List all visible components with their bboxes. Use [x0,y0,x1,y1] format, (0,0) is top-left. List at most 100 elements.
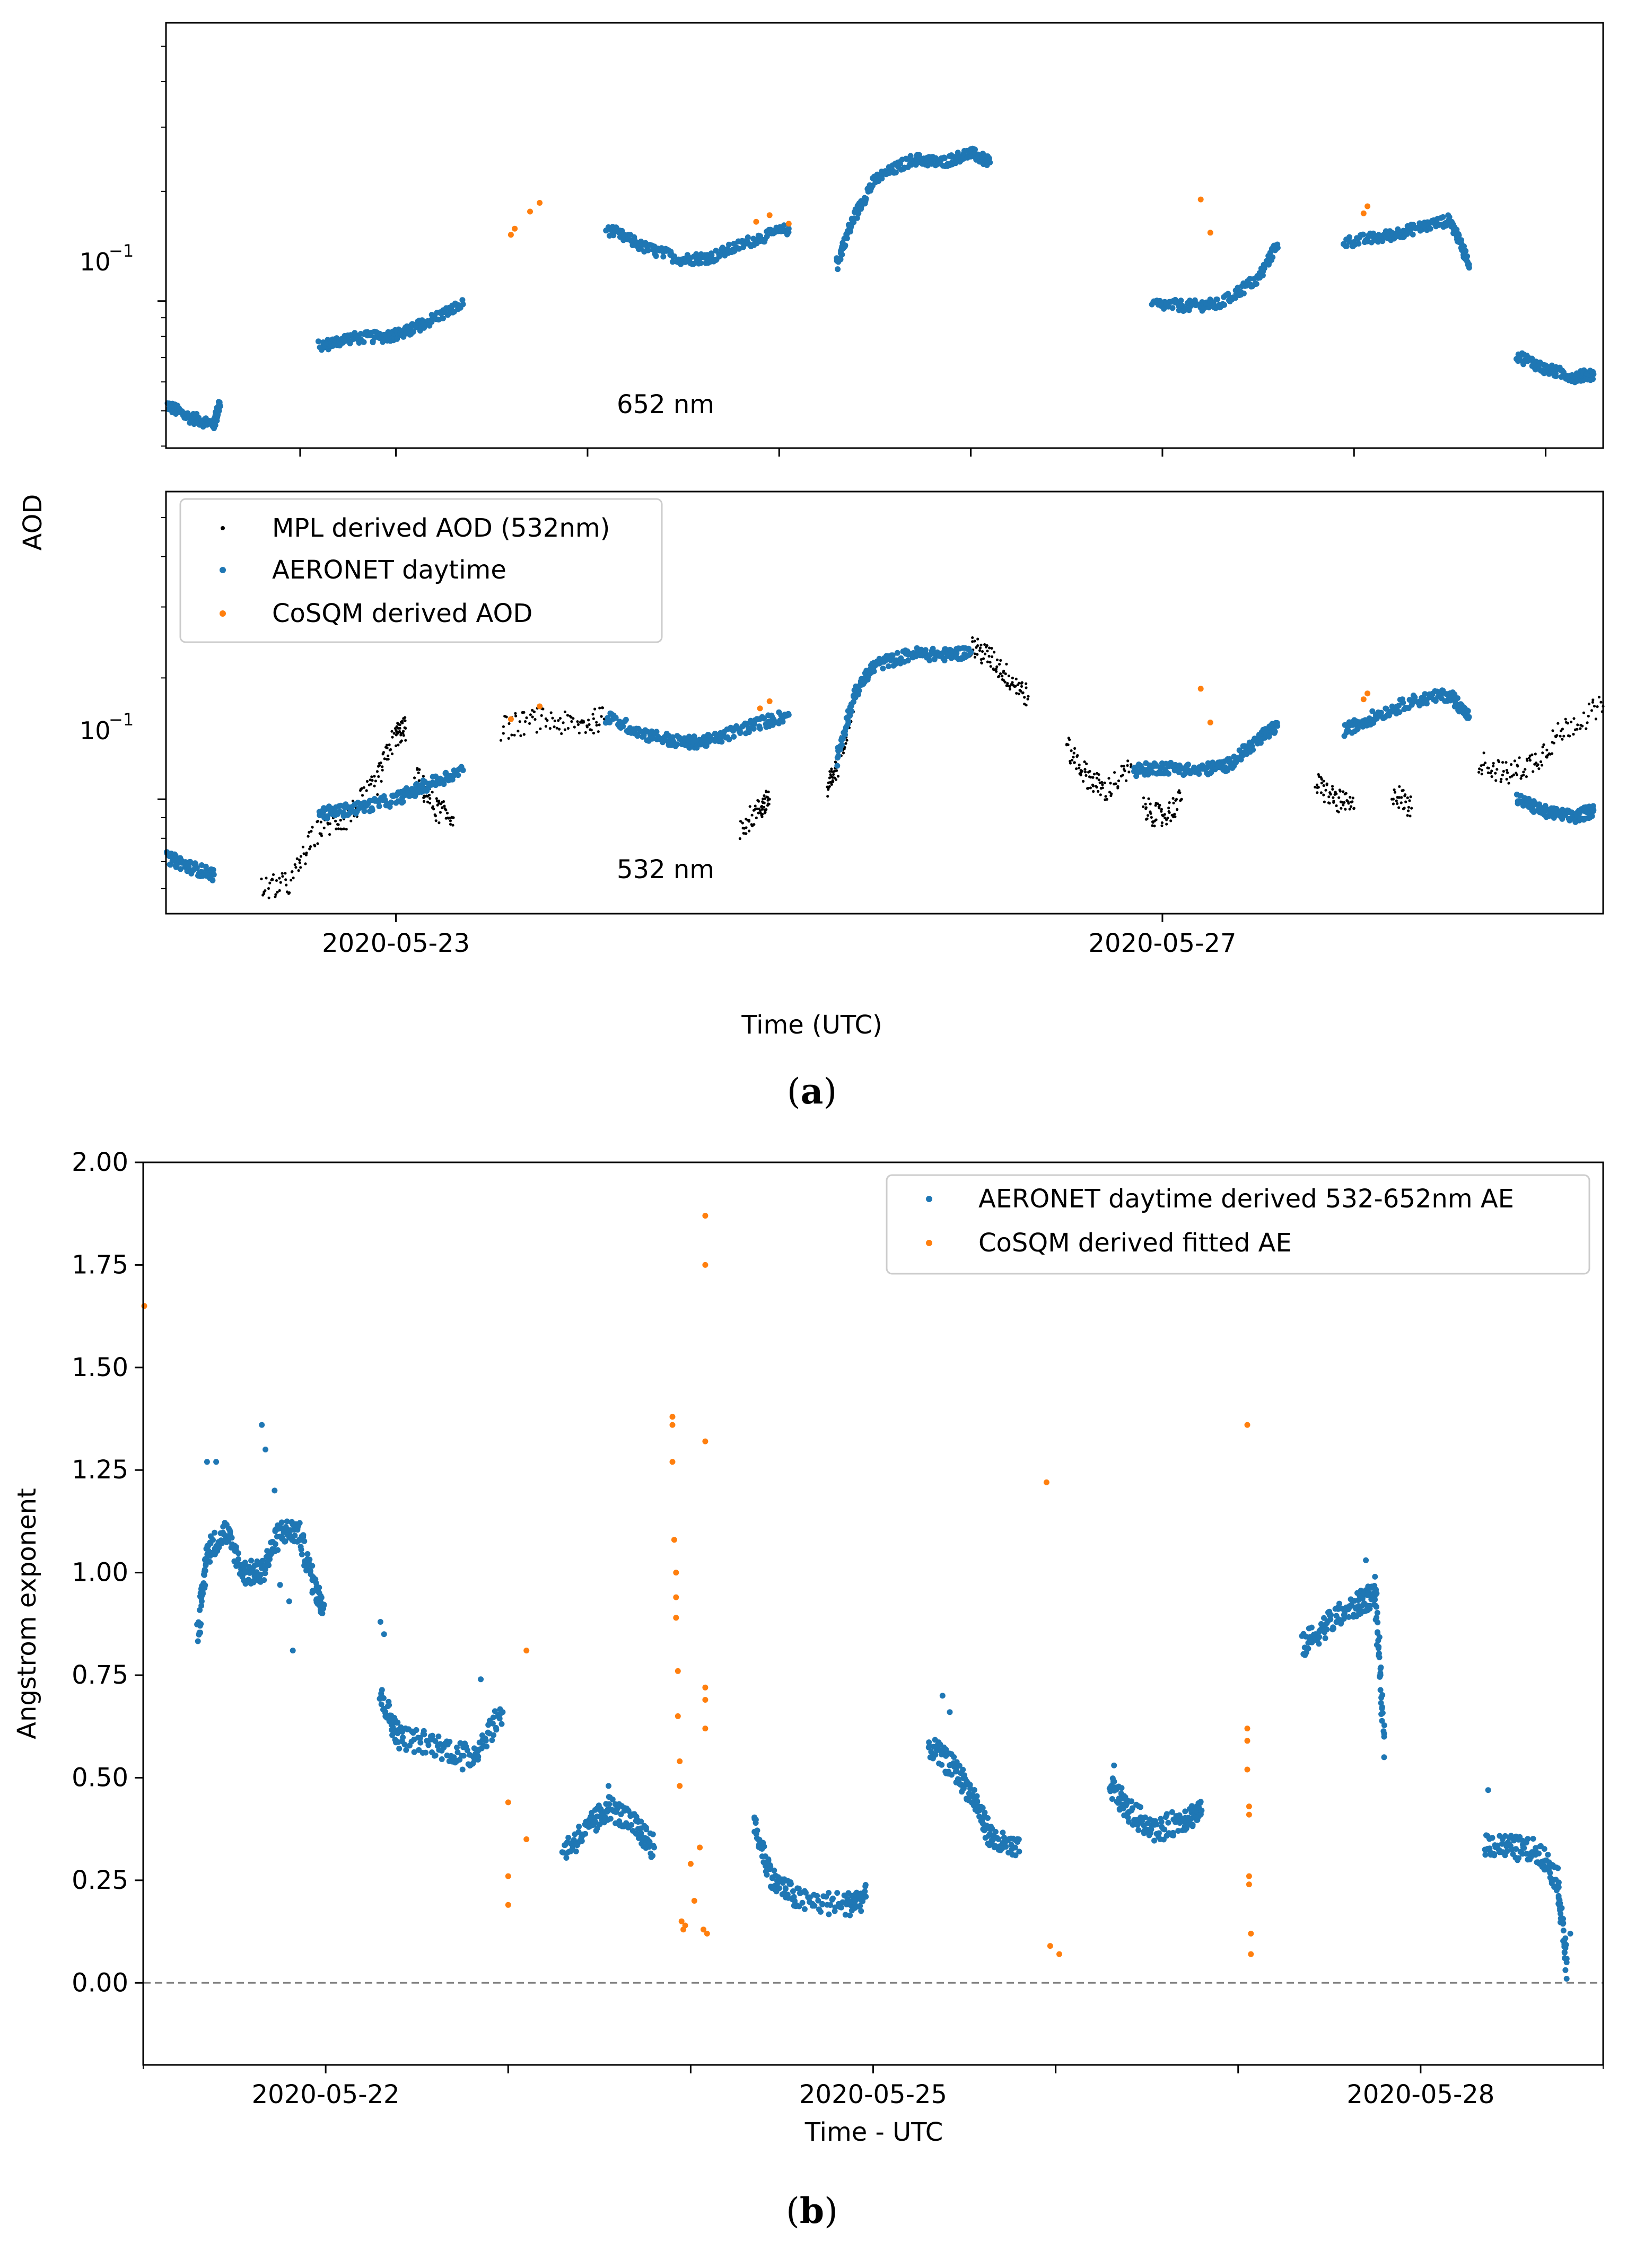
data-point [1145,817,1149,820]
data-point [982,657,985,660]
data-point [514,712,517,715]
data-point [1526,759,1529,762]
data-point [385,743,389,747]
data-point [1392,802,1395,805]
data-point [835,266,841,273]
data-point [1274,241,1281,248]
data-point [431,805,434,808]
data-point [387,754,390,758]
data-point [1168,801,1171,804]
data-point [369,807,375,813]
panel-a-bottom: 2020-05-23 2020-05-27 10 −1 532 nm MPL de… [80,491,1605,958]
data-point [290,870,294,873]
data-point [512,225,518,232]
a-bottom-annotation-532nm: 532 nm [617,855,714,885]
data-point [1169,1809,1175,1815]
data-point [389,748,392,751]
data-point [274,893,277,896]
data-point [533,718,537,721]
data-point [1027,695,1030,698]
data-point [445,811,449,815]
data-point [299,855,303,858]
data-point [1409,815,1412,818]
data-point [1332,796,1335,799]
data-point [263,1566,268,1572]
data-point [1502,769,1505,773]
series-mpl-a_bottom [260,636,1605,899]
data-point [1558,1911,1564,1917]
data-point [305,851,308,854]
data-point [460,1753,467,1759]
data-point [1247,276,1253,282]
data-point [498,1721,505,1727]
data-point [1576,728,1579,731]
data-point [1570,720,1573,724]
data-point [1489,1835,1495,1841]
data-point [1561,738,1564,741]
data-point [1590,807,1597,813]
data-point [272,1541,278,1547]
data-point [508,232,514,238]
data-point [1160,808,1164,811]
data-point [1480,768,1483,772]
data-point [422,775,425,778]
data-point [606,1783,611,1789]
data-point [759,809,762,812]
data-point [1454,226,1460,233]
data-point [1551,729,1554,732]
data-point [195,1638,201,1644]
data-point [304,862,307,865]
data-point [1407,805,1410,809]
data-point [1342,1609,1348,1616]
data-point [1015,691,1018,695]
data-point [525,716,528,720]
data-point [213,1459,220,1465]
data-point [351,799,355,803]
data-point [264,889,267,892]
a-top-plot-area [164,145,1597,432]
data-point [985,1815,991,1821]
data-point [437,1741,443,1747]
data-point [592,731,595,735]
a-top-annotation-652nm: 652 nm [617,390,714,419]
data-point [1410,807,1413,810]
y-tick-label: 0.75 [72,1660,128,1690]
data-point [1596,705,1599,708]
data-point [365,789,368,792]
data-point [1350,805,1353,808]
data-point [307,835,310,838]
data-point [1369,708,1376,714]
data-point [889,652,896,659]
data-point [1513,759,1516,763]
data-point [315,338,321,345]
data-point [441,781,447,787]
data-point [1111,1762,1117,1768]
data-point [719,739,725,745]
data-point [438,799,441,802]
data-point [416,768,419,771]
data-point [1150,816,1153,819]
data-point [1338,1621,1344,1627]
data-point [989,661,992,664]
data-point [1316,791,1319,794]
data-point [360,787,364,790]
data-point [522,733,526,736]
data-point [260,877,263,881]
data-point [297,869,300,872]
legend-marker-cosqm-ae [926,1240,932,1246]
data-point [1364,690,1371,697]
data-point [1189,1822,1196,1828]
data-point [1322,1635,1328,1641]
data-point [505,715,508,719]
data-point [1144,802,1147,805]
data-point [1091,776,1095,779]
data-point [483,1737,489,1743]
data-point [1089,776,1092,779]
data-point [413,1727,419,1733]
data-point [1176,808,1179,811]
data-point [1375,239,1381,245]
data-point [427,793,431,796]
data-point [1376,1634,1383,1640]
data-point [361,794,364,797]
